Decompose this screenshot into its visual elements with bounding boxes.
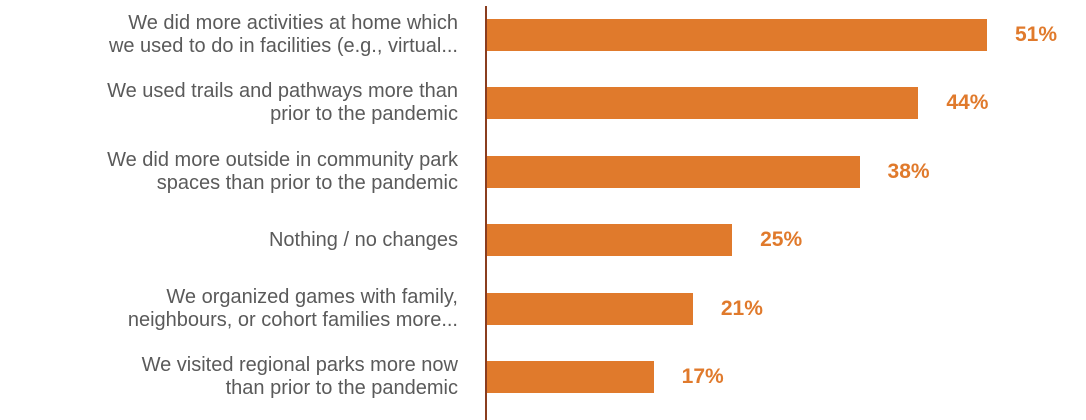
category-axis-line xyxy=(485,6,487,420)
value-label: 44% xyxy=(946,91,989,115)
value-label: 17% xyxy=(681,365,724,388)
value-label: 38% xyxy=(887,159,930,183)
category-label: We did more outside in community park sp… xyxy=(107,148,458,194)
bar xyxy=(487,224,733,257)
bar xyxy=(487,292,693,325)
category-label: Nothing / no changes xyxy=(268,228,458,251)
value-label: 21% xyxy=(720,296,763,320)
bar xyxy=(487,19,987,51)
category-label: We used trails and pathways more than pr… xyxy=(107,80,458,126)
bar xyxy=(487,361,654,393)
value-label: 51% xyxy=(1015,23,1058,46)
value-label: 25% xyxy=(760,228,803,252)
category-label: We did more activities at home which we … xyxy=(108,12,458,57)
category-label: We organized games with family, neighbou… xyxy=(127,285,458,331)
bar xyxy=(487,87,919,120)
bar xyxy=(487,155,860,188)
category-label: We visited regional parks more now than … xyxy=(141,354,458,399)
